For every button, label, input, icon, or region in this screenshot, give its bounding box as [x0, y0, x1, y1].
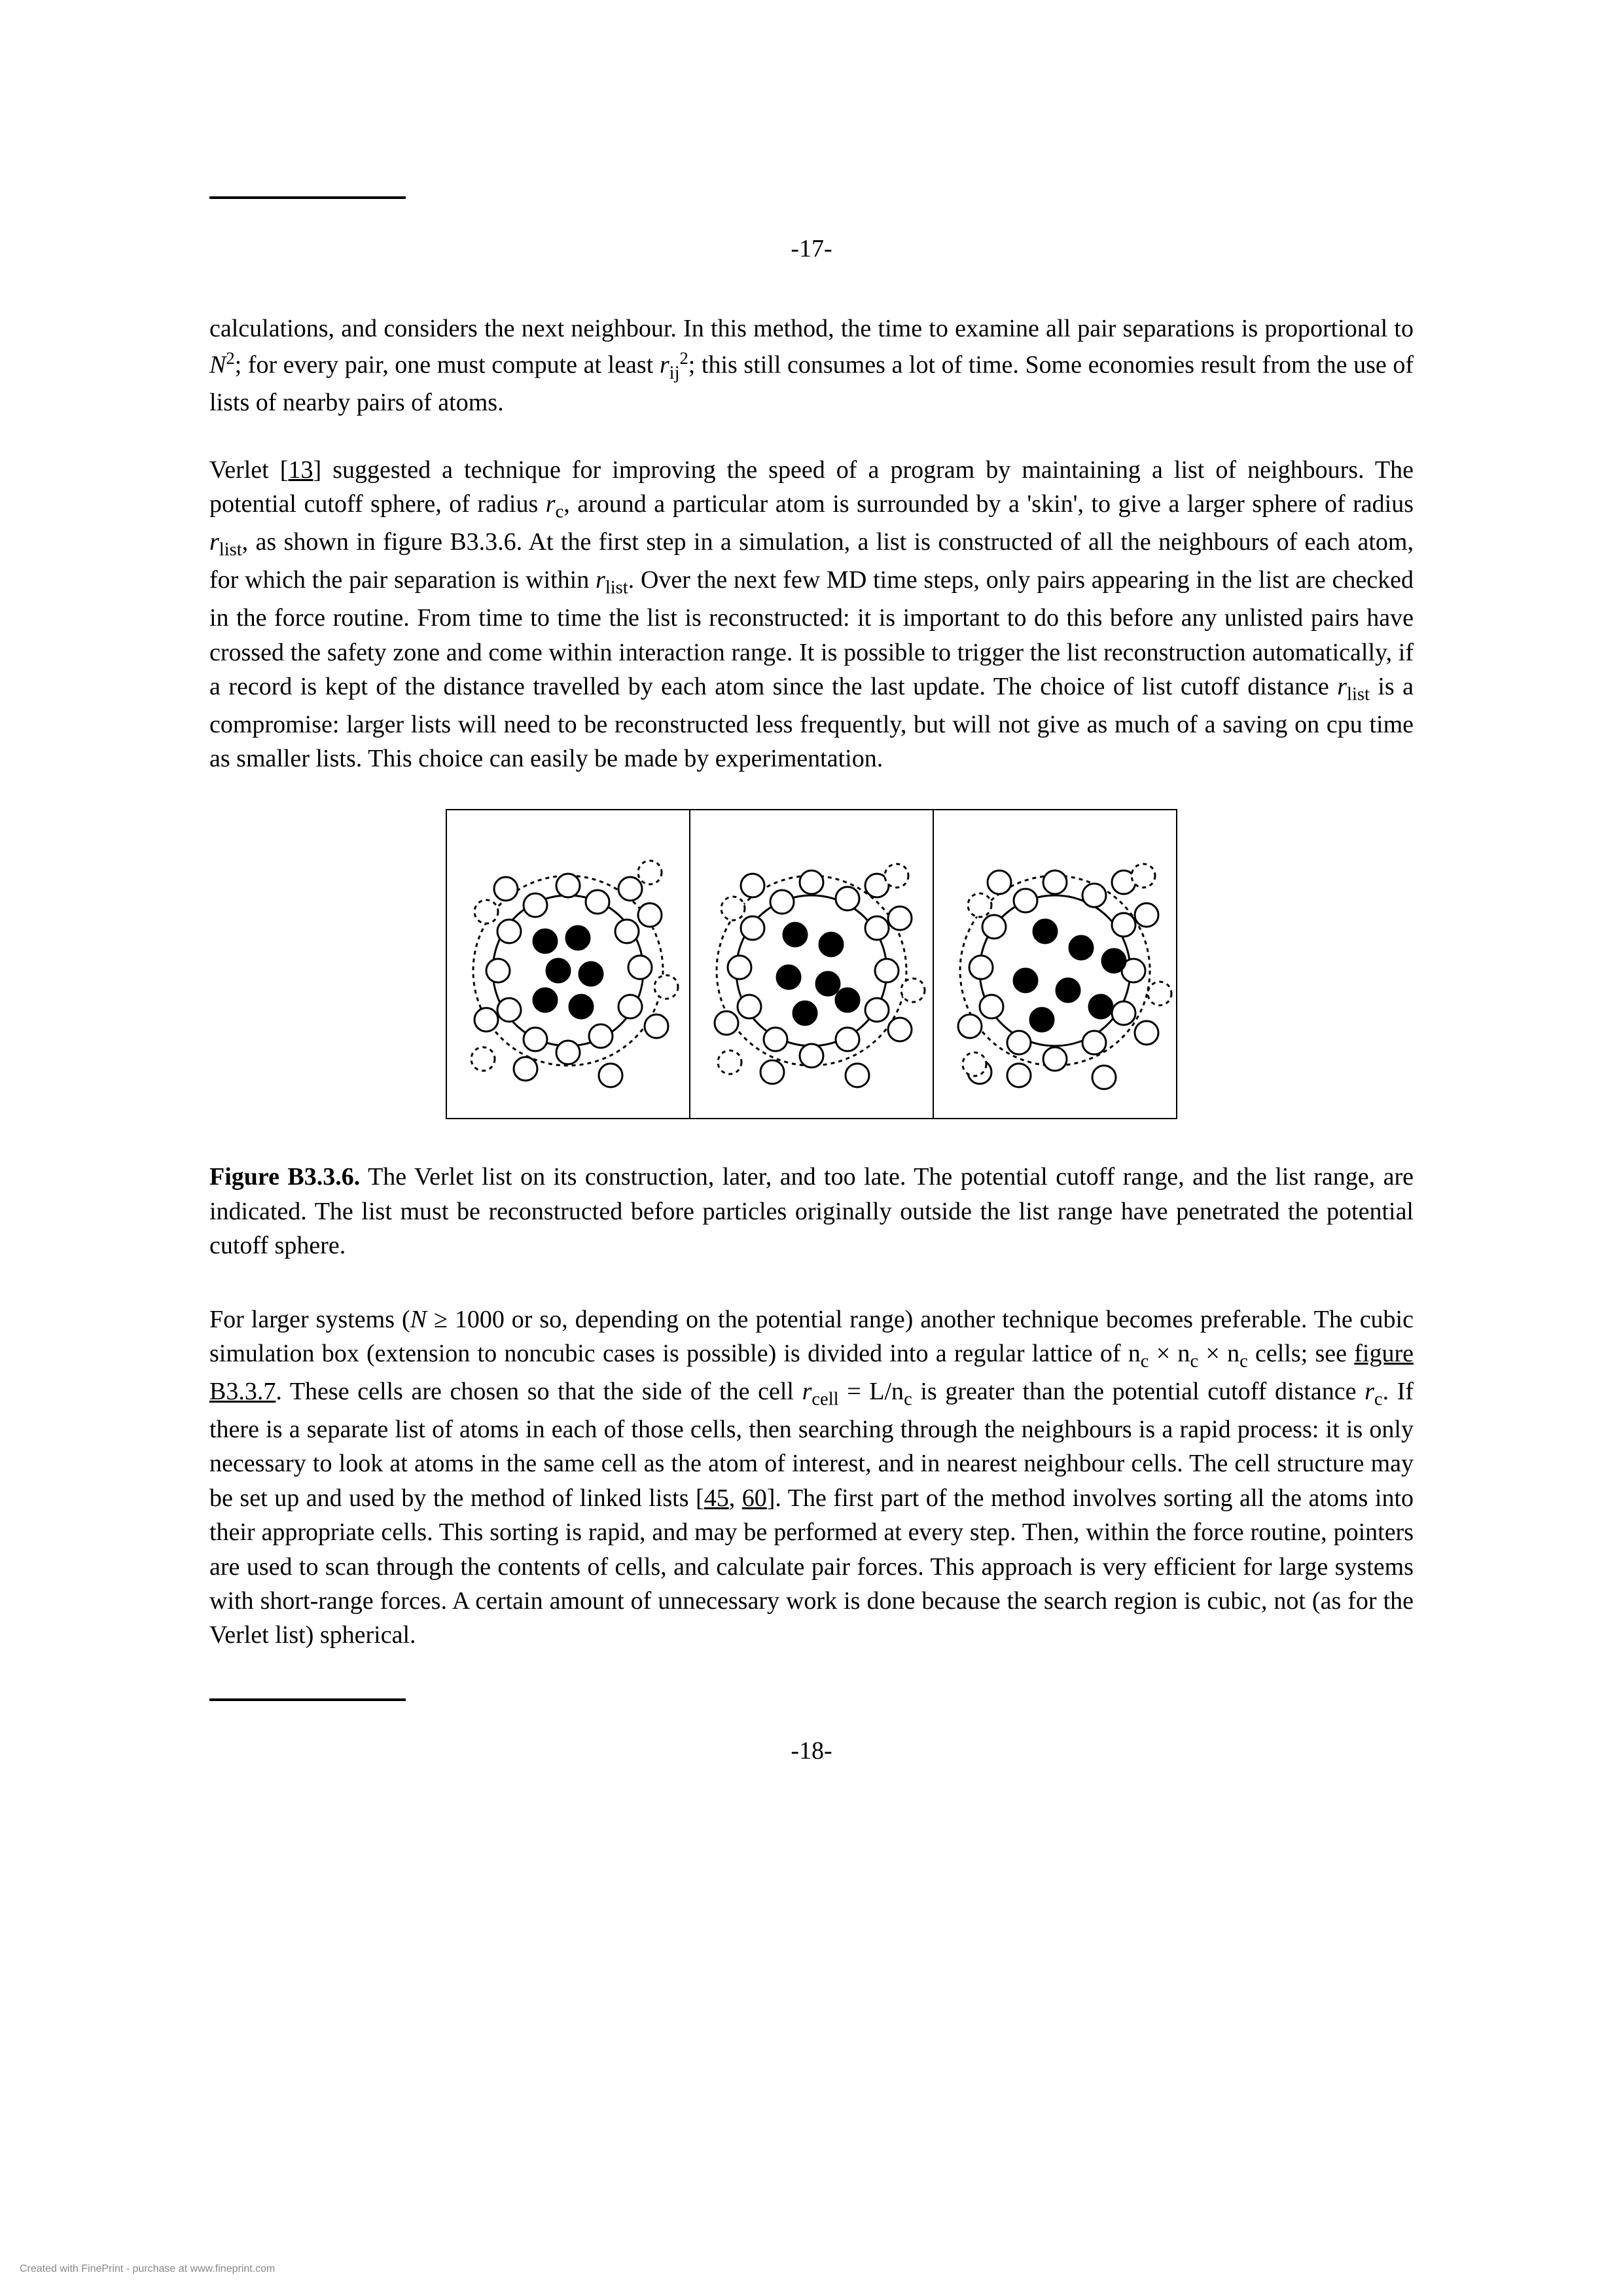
sub-c: c — [1141, 1352, 1149, 1372]
var-r: r — [802, 1378, 812, 1405]
figure-panel-3 — [934, 810, 1176, 1118]
section-divider-bottom — [209, 1698, 406, 1701]
sub-ij: ij — [669, 363, 680, 383]
sub-c: c — [1190, 1352, 1198, 1372]
citation-link[interactable]: 60 — [742, 1484, 767, 1512]
text: × n — [1198, 1340, 1240, 1367]
text: calculations, and considers the next nei… — [209, 315, 1414, 342]
footer-watermark: Created with FinePrint - purchase at www… — [20, 2262, 275, 2276]
sub-c: c — [1374, 1389, 1383, 1409]
var-r: r — [1337, 673, 1347, 700]
document-page: -17- calculations, and considers the nex… — [0, 0, 1623, 2296]
page-number-top: -17- — [209, 232, 1414, 266]
var-r: r — [209, 528, 219, 556]
var-r: r — [660, 351, 669, 379]
text: ; for every pair, one must compute at le… — [235, 351, 660, 379]
sub-c: c — [904, 1389, 912, 1409]
figure-b336 — [209, 809, 1414, 1127]
text: is greater than the potential cutoff dis… — [912, 1378, 1364, 1405]
sub-list: list — [1347, 685, 1370, 705]
sub-list: list — [605, 578, 628, 598]
text: = L/n — [839, 1378, 904, 1405]
text: × n — [1149, 1340, 1190, 1367]
text: Verlet [ — [209, 456, 288, 484]
var-r: r — [1364, 1378, 1374, 1405]
var-N: N — [209, 351, 226, 379]
section-divider-top — [209, 196, 406, 199]
sub-cell: cell — [812, 1389, 838, 1409]
text: . These cells are chosen so that the sid… — [276, 1378, 802, 1405]
page-number-bottom: -18- — [209, 1734, 1414, 1768]
citation-link[interactable]: 45 — [704, 1484, 729, 1512]
sub-c: c — [556, 502, 564, 522]
figure-panel-1 — [447, 810, 690, 1118]
figure-panels — [446, 809, 1177, 1119]
text: , — [729, 1484, 742, 1512]
caption-label: Figure B3.3.6. — [209, 1163, 360, 1191]
text: For larger systems ( — [209, 1306, 410, 1333]
exp: 2 — [680, 348, 688, 368]
text: , around a particular atom is surrounded… — [563, 490, 1414, 518]
figure-panel-2 — [690, 810, 934, 1118]
sub-list: list — [219, 540, 242, 560]
figure-caption: Figure B3.3.6. The Verlet list on its co… — [209, 1160, 1414, 1263]
var-r: r — [596, 566, 605, 594]
text: cells; see — [1248, 1340, 1355, 1367]
sub-c: c — [1240, 1352, 1248, 1372]
paragraph-1: calculations, and considers the next nei… — [209, 312, 1414, 420]
paragraph-2: Verlet [13] suggested a technique for im… — [209, 453, 1414, 776]
paragraph-3: For larger systems (N ≥ 1000 or so, depe… — [209, 1302, 1414, 1653]
var-N: N — [410, 1306, 427, 1333]
caption-text: The Verlet list on its construction, lat… — [209, 1163, 1414, 1259]
exp: 2 — [226, 348, 234, 368]
var-r: r — [546, 490, 556, 518]
citation-link[interactable]: 13 — [288, 456, 313, 484]
